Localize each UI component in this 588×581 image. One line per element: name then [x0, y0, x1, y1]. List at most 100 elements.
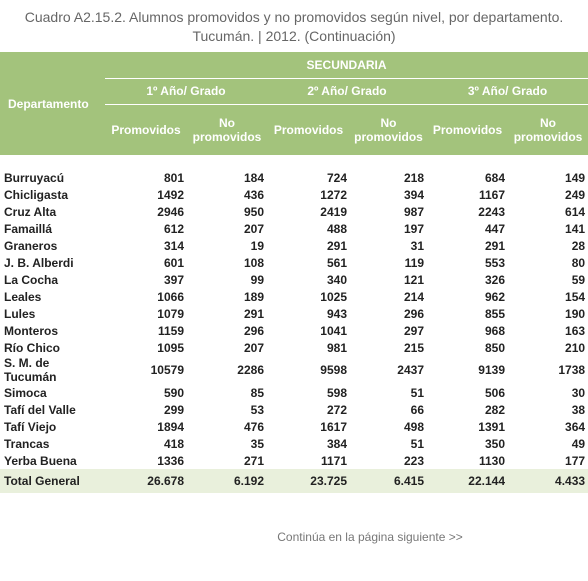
value-cell: 326	[484, 272, 505, 287]
department-cell: Simoca	[4, 385, 47, 400]
table-row: La Cocha 397 99 340 121 326 59	[0, 271, 588, 288]
value-cell: 601	[163, 255, 184, 270]
header-cell: 1º Año/ Grado	[105, 78, 267, 105]
table-row: Burruyacú 801 184 724 218 684 149	[0, 169, 588, 186]
value-cell: 590	[163, 385, 184, 400]
value-cell: 314	[163, 238, 184, 253]
value-cell: 190	[565, 306, 586, 321]
value-cell: 271	[243, 453, 264, 468]
value-cell: 340	[326, 272, 347, 287]
value-cell: 981	[326, 340, 347, 355]
header-cell: No promovidos	[187, 104, 267, 155]
department-cell: Tafí del Valle	[4, 402, 76, 417]
value-cell: 119	[404, 255, 424, 270]
value-cell: 488	[326, 221, 347, 236]
value-cell: 2419	[320, 204, 347, 219]
header-cell: 2º Año/ Grado	[267, 78, 427, 105]
value-cell: 1130	[478, 453, 505, 468]
table-row: Leales 1066 189 1025 214 962 154	[0, 288, 588, 305]
value-cell: 614	[565, 204, 586, 219]
table-row: Graneros 314 19 291 31 291 28	[0, 237, 588, 254]
department-cell: J. B. Alberdi	[4, 255, 74, 270]
table-row: Lules 1079 291 943 296 855 190	[0, 305, 588, 322]
table-row: Tafí del Valle 299 53 272 66 282 38	[0, 401, 588, 418]
value-cell: 99	[250, 272, 264, 287]
value-cell: 384	[326, 436, 347, 451]
value-cell: 684	[484, 170, 505, 185]
value-cell: 197	[403, 221, 424, 236]
data-table: Departamento SECUNDARIA 1º Año/ Grado 2º …	[0, 52, 588, 493]
value-cell: 51	[410, 436, 424, 451]
header-cell: SECUNDARIA	[105, 52, 588, 79]
header-cell: Departamento	[0, 52, 105, 155]
value-cell: 553	[484, 255, 505, 270]
value-cell: 1617	[320, 419, 347, 434]
value-cell: 436	[243, 187, 264, 202]
department-cell: Leales	[4, 289, 42, 304]
value-cell: 1041	[320, 323, 347, 338]
value-cell: 38	[571, 402, 586, 417]
title-line: Tucumán. | 2012. (Continuación)	[192, 28, 396, 44]
value-cell: 1738	[558, 363, 586, 377]
value-cell: 291	[484, 238, 505, 253]
department-cell: Chicligasta	[4, 187, 69, 202]
value-cell: 80	[571, 255, 586, 270]
value-cell: 31	[410, 238, 424, 253]
value-cell: 108	[243, 255, 264, 270]
value-cell: 59	[571, 272, 586, 287]
table-row: Famaillá 612 207 488 197 447 141	[0, 220, 588, 237]
value-cell: 19	[250, 238, 264, 253]
value-cell: 2243	[478, 204, 505, 219]
value-cell: 962	[484, 289, 505, 304]
value-cell: 364	[565, 419, 586, 434]
value-cell: 1492	[157, 187, 184, 202]
table-row: S. M. de Tucumán 10579 2286 9598 2437 9139 173…	[0, 356, 588, 384]
value-cell: 4.433	[508, 469, 588, 493]
value-cell: 218	[403, 170, 424, 185]
value-cell: 394	[403, 187, 424, 202]
value-cell: 184	[243, 170, 264, 185]
value-cell: 1171	[320, 453, 347, 468]
department-cell: Cruz Alta	[4, 204, 57, 219]
value-cell: 207	[243, 340, 264, 355]
table-row: Yerba Buena 1336 271 1171 223 1130 177	[0, 452, 588, 469]
department-cell: Río Chico	[4, 340, 60, 355]
value-cell: 214	[403, 289, 424, 304]
value-cell: 1159	[157, 323, 184, 338]
value-cell: 249	[565, 187, 586, 202]
value-cell: 49	[571, 436, 586, 451]
department-cell: Burruyacú	[4, 170, 65, 185]
value-cell: 1066	[157, 289, 184, 304]
table-row: Trancas 418 35 384 51 350 49	[0, 435, 588, 452]
value-cell: 987	[403, 204, 424, 219]
value-cell: 1167	[478, 187, 505, 202]
table-row: Monteros 1159 296 1041 297 968 163	[0, 322, 588, 339]
value-cell: 9139	[478, 363, 505, 377]
value-cell: 1025	[320, 289, 347, 304]
value-cell: 296	[403, 306, 424, 321]
value-cell: 53	[250, 402, 264, 417]
value-cell: 297	[403, 323, 424, 338]
table-row: Simoca 590 85 598 51 506 30	[0, 384, 588, 401]
value-cell: 1336	[157, 453, 184, 468]
value-cell: 26.678	[105, 469, 187, 493]
table-row: J. B. Alberdi 601 108 561 119 553 80	[0, 254, 588, 271]
value-cell: 561	[326, 255, 347, 270]
value-cell: 850	[484, 340, 505, 355]
department-cell: Monteros	[4, 323, 58, 338]
table-row: Cruz Alta 2946 950 2419 987 2243 614	[0, 203, 588, 220]
header-cell: Promovidos	[267, 104, 350, 155]
table-header: Departamento SECUNDARIA 1º Año/ Grado 2º …	[0, 52, 588, 155]
value-cell: 598	[326, 385, 347, 400]
value-cell: 2437	[397, 363, 424, 377]
table-row: Chicligasta 1492 436 1272 394 1167 249	[0, 186, 588, 203]
value-cell: 10579	[150, 363, 184, 377]
header-cell: Promovidos	[427, 104, 508, 155]
value-cell: 121	[403, 272, 424, 287]
value-cell: 9598	[320, 363, 347, 377]
value-cell: 30	[571, 385, 586, 400]
value-cell: 447	[484, 221, 505, 236]
value-cell: 724	[326, 170, 347, 185]
value-cell: 272	[326, 402, 347, 417]
